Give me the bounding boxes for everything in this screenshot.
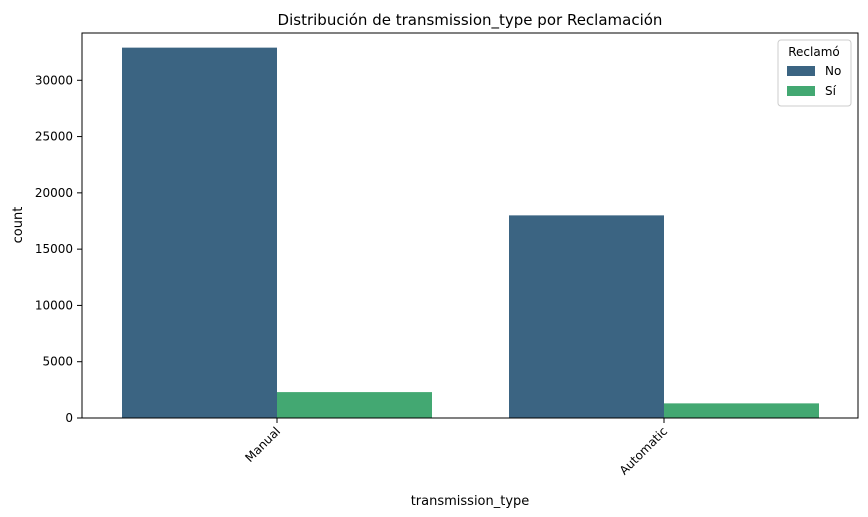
- legend-label-si: Sí: [825, 84, 837, 98]
- legend-label-no: No: [825, 64, 841, 78]
- bar-manual-no: [122, 47, 277, 419]
- y-tick-label: 5000: [42, 355, 73, 369]
- plot-frame: [81, 32, 859, 419]
- y-tick-label: 0: [65, 411, 73, 425]
- x-tick-label: Manual: [242, 424, 283, 465]
- bar-manual-si: [277, 392, 432, 418]
- legend: Reclamó No Sí: [777, 39, 852, 107]
- legend-swatch-no: [787, 66, 815, 76]
- x-tick-label: Automatic: [617, 424, 670, 477]
- bar-automatic-no: [509, 215, 664, 418]
- bars-layer: [122, 47, 819, 419]
- y-axis-label: count: [11, 207, 26, 244]
- y-axis: 0 5000 10000 15000 20000 25000 30000: [35, 73, 82, 425]
- chart-title: Distribución de transmission_type por Re…: [278, 11, 663, 30]
- y-tick-label: 25000: [35, 130, 73, 144]
- y-tick-label: 10000: [35, 298, 73, 312]
- legend-swatch-si: [787, 86, 815, 96]
- bar-automatic-si: [664, 403, 819, 418]
- legend-title: Reclamó: [788, 45, 840, 59]
- y-tick-label: 15000: [35, 242, 73, 256]
- y-tick-label: 20000: [35, 186, 73, 200]
- y-tick-label: 30000: [35, 73, 73, 87]
- x-axis: Manual Automatic: [242, 418, 670, 478]
- x-axis-label: transmission_type: [411, 494, 530, 509]
